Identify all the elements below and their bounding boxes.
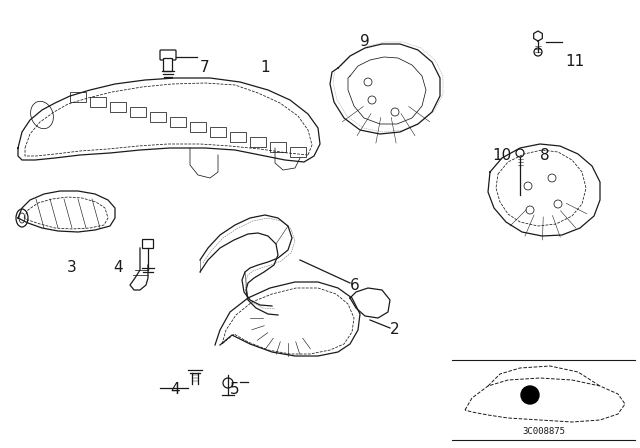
Bar — [270, 142, 286, 152]
FancyBboxPatch shape — [143, 240, 154, 249]
Bar — [90, 97, 106, 107]
Bar — [230, 132, 246, 142]
Text: 11: 11 — [565, 55, 584, 69]
Bar — [110, 102, 126, 112]
Text: 3: 3 — [67, 260, 77, 276]
Text: 4: 4 — [113, 260, 123, 276]
Bar — [130, 107, 146, 117]
Bar — [70, 92, 86, 102]
Text: 6: 6 — [350, 277, 360, 293]
Text: 7: 7 — [200, 60, 210, 76]
Text: 2: 2 — [390, 323, 400, 337]
Bar — [190, 122, 206, 132]
Bar — [150, 112, 166, 122]
Text: 4: 4 — [170, 383, 180, 397]
Bar — [250, 137, 266, 147]
Bar — [210, 127, 226, 137]
FancyBboxPatch shape — [163, 59, 173, 72]
Text: 1: 1 — [260, 60, 270, 76]
Text: 8: 8 — [540, 147, 550, 163]
Circle shape — [521, 386, 539, 404]
Text: 9: 9 — [360, 34, 370, 49]
Text: 5: 5 — [230, 383, 240, 397]
Bar — [170, 117, 186, 127]
Text: 3C008875: 3C008875 — [522, 427, 566, 436]
Text: 10: 10 — [492, 147, 511, 163]
Bar — [290, 147, 306, 157]
FancyBboxPatch shape — [160, 50, 176, 60]
